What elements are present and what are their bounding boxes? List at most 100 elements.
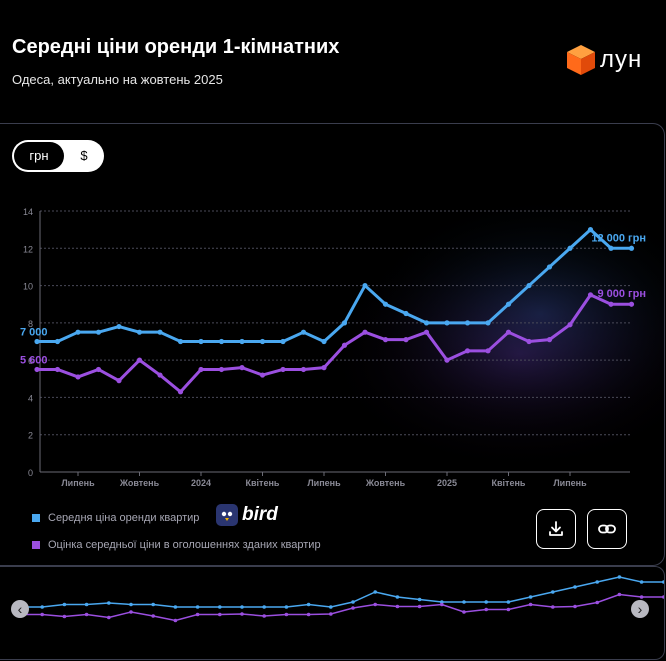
- data-point: [239, 338, 245, 345]
- data-point: [382, 301, 389, 307]
- nav-data-point: [129, 610, 133, 614]
- nav-data-point: [62, 614, 67, 619]
- data-point: [116, 378, 122, 384]
- cube-logo-icon: [567, 45, 595, 75]
- data-point: [177, 338, 184, 345]
- y-tick-label: 8: [28, 319, 33, 329]
- nav-data-point: [373, 602, 378, 607]
- data-point: [628, 245, 635, 251]
- data-point: [608, 245, 614, 251]
- nav-data-point: [84, 602, 89, 607]
- nav-data-point: [617, 592, 622, 597]
- data-point: [423, 329, 430, 335]
- data-point: [259, 338, 266, 345]
- download-icon: [549, 521, 563, 536]
- nav-data-point: [662, 580, 664, 584]
- lun-logo[interactable]: лун: [566, 44, 656, 78]
- nav-data-point: [551, 590, 555, 594]
- nav-data-point: [373, 590, 378, 594]
- nav-data-point: [218, 605, 222, 609]
- data-point: [485, 320, 491, 326]
- currency-toggle: грн $: [12, 140, 104, 172]
- currency-usd-button[interactable]: $: [80, 148, 88, 163]
- y-tick-label: 4: [28, 393, 33, 403]
- x-tick-label: Липень: [553, 478, 587, 488]
- scroll-right-button[interactable]: ›: [631, 600, 649, 618]
- nav-data-point: [617, 575, 622, 579]
- chart-glow-purple: [320, 234, 664, 474]
- nav-data-point: [284, 605, 289, 609]
- data-point: [464, 320, 471, 326]
- scroll-left-button[interactable]: ‹: [11, 600, 29, 618]
- series-line-avg-price: [37, 228, 632, 343]
- series-start-label: 5 600: [20, 354, 48, 366]
- nav-data-point: [62, 602, 67, 607]
- data-point: [567, 245, 573, 251]
- nav-data-point: [484, 600, 489, 604]
- chart-card: грн $ 0 2 4 6 8 10 12 14 Липень Жовтень 2024 Квітен…: [0, 123, 665, 566]
- nav-data-point: [262, 614, 267, 618]
- data-point: [300, 366, 307, 373]
- data-point: [526, 282, 532, 289]
- data-point: [546, 337, 553, 343]
- price-line-chart: 0 2 4 6 8 10 12 14 Липень Жовтень 2024 Квітень Липен…: [20, 194, 664, 488]
- data-point: [403, 337, 409, 343]
- data-point: [362, 329, 368, 335]
- nav-data-point: [306, 612, 311, 617]
- nav-data-point: [107, 615, 111, 620]
- data-point: [505, 301, 512, 307]
- data-point: [444, 320, 450, 326]
- nav-data-point: [395, 595, 400, 599]
- x-tick-label: Липень: [61, 478, 95, 488]
- nav-data-point: [240, 612, 244, 616]
- legend-item-estimate[interactable]: Оцінка середньої ціни в оголошеннях здан…: [32, 539, 321, 551]
- nav-data-point: [528, 595, 533, 599]
- nav-data-point: [639, 580, 644, 584]
- nav-data-point: [306, 602, 311, 607]
- data-point: [423, 320, 430, 326]
- currency-uah-button[interactable]: грн: [14, 142, 64, 170]
- range-navigator[interactable]: ‹ ›: [0, 566, 665, 660]
- page-subtitle: Одеса, актуально на жовтень 2025: [12, 72, 223, 87]
- data-point: [239, 365, 245, 371]
- data-point: [157, 372, 163, 378]
- data-point: [198, 338, 204, 345]
- series-line-estimate: [37, 293, 632, 394]
- data-point: [54, 338, 61, 345]
- data-point: [567, 322, 573, 328]
- nav-data-point: [195, 612, 200, 617]
- nav-data-point: [129, 602, 133, 607]
- nav-data-point: [462, 610, 466, 614]
- nav-data-point: [151, 602, 155, 607]
- nav-data-point: [462, 600, 466, 604]
- data-point: [587, 292, 594, 298]
- data-point: [157, 329, 163, 335]
- x-tick-label: Липень: [307, 478, 341, 488]
- bird-icon: [216, 504, 238, 526]
- nav-data-point: [195, 605, 200, 609]
- logo-text: лун: [600, 46, 643, 73]
- data-point: [403, 310, 409, 317]
- nav-data-point: [395, 604, 400, 609]
- nav-line-avg-price: [20, 576, 664, 608]
- nav-data-point: [329, 612, 333, 616]
- x-tick-label: Квітень: [246, 478, 280, 488]
- data-point: [280, 338, 286, 345]
- legend-swatch-blue: [32, 514, 40, 523]
- header: Середні ціни оренди 1-кімнатних Одеса, а…: [0, 0, 666, 123]
- legend-item-avg-price[interactable]: Середня ціна оренди квартир: [32, 512, 199, 524]
- data-point: [34, 366, 40, 373]
- nav-data-point: [528, 602, 533, 607]
- data-point: [628, 301, 635, 307]
- data-point: [341, 342, 348, 348]
- nav-data-point: [107, 601, 111, 605]
- nav-data-point: [595, 600, 599, 605]
- y-tick-label: 6: [28, 356, 33, 366]
- nav-data-point: [240, 605, 244, 609]
- nav-data-point: [484, 607, 489, 612]
- download-button[interactable]: [536, 509, 576, 549]
- copy-link-button[interactable]: [587, 509, 627, 549]
- data-point: [95, 366, 102, 373]
- data-point: [382, 337, 389, 343]
- data-point: [218, 338, 225, 345]
